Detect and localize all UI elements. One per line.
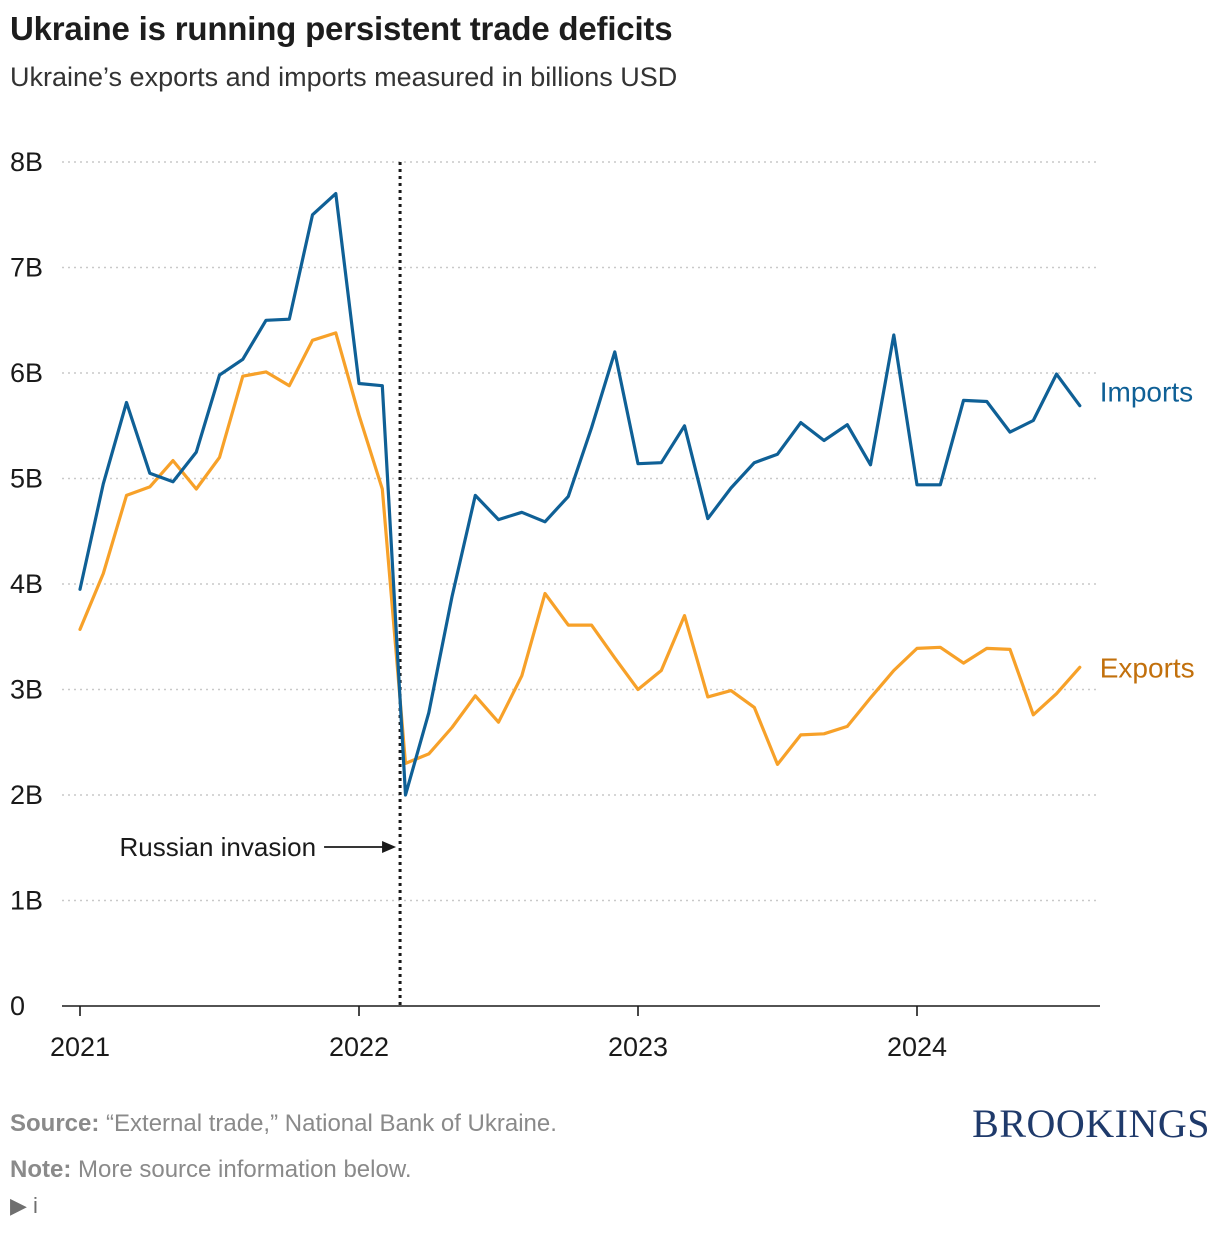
y-axis-ticks: 0 1B 2B 3B 4B 5B 6B 7B 8B [10,147,43,1021]
x-axis: 2021 2022 2023 2024 [50,1005,1100,1062]
x-tick-label: 2023 [608,1032,668,1062]
note: Note: More source information below. [10,1156,412,1184]
series-label-exports: Exports [1100,652,1195,683]
chart-title: Ukraine is running persistent trade defi… [10,10,673,47]
series-line-exports [78,331,1082,767]
y-tick-label: 3B [10,675,43,705]
info-toggle-button[interactable]: ▶ i [10,1193,38,1218]
x-tick-label: 2022 [329,1032,389,1062]
series-labels: Imports Exports [1100,377,1195,684]
arrow-right-icon [382,841,397,853]
y-tick-label: 7B [10,253,43,283]
y-tick-label: 6B [10,358,43,388]
source-note: Source: “External trade,” National Bank … [10,1110,557,1138]
series-lines [78,192,1082,797]
invasion-label: Russian invasion [120,832,317,862]
invasion-annotation: Russian invasion [120,162,402,1006]
line-chart: 0 1B 2B 3B 4B 5B 6B 7B 8B 2021 2022 2023 2024 Russi… [10,147,1195,1062]
x-tick-label: 2024 [887,1032,947,1062]
y-tick-label: 8B [10,147,43,177]
series-label-imports: Imports [1100,377,1193,408]
y-tick-label: 1B [10,886,43,916]
y-tick-label: 5B [10,464,43,494]
y-tick-label: 2B [10,780,43,810]
source-text: “External trade,” National Bank of Ukrai… [99,1110,557,1137]
note-label: Note: [10,1156,72,1183]
source-label: Source: [10,1110,100,1137]
brookings-logo: BROOKINGS [972,1101,1210,1146]
series-line-imports [78,192,1082,797]
note-text: More source information below. [71,1156,412,1183]
y-tick-label: 0 [10,991,25,1021]
y-tick-label: 4B [10,569,43,599]
x-tick-label: 2021 [50,1032,110,1062]
chart-subtitle: Ukraine’s exports and imports measured i… [10,62,678,92]
grid-lines [62,161,1100,902]
